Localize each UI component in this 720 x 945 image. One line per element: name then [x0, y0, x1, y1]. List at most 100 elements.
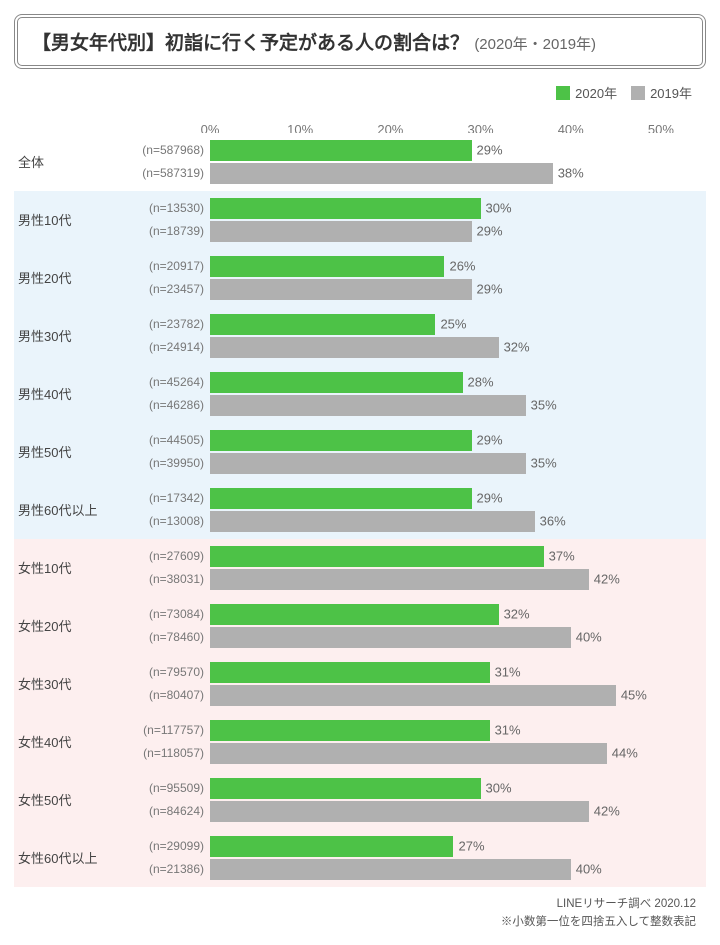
bar-row: (n=39950) 35%: [118, 453, 706, 474]
bar: [210, 569, 589, 590]
bar-value-label: 40%: [571, 630, 602, 645]
bar-row: (n=38031)42%: [118, 569, 706, 590]
bar: [210, 198, 481, 219]
bar-area: 30%: [210, 198, 706, 219]
sample-size: (n=73084): [118, 607, 210, 621]
bar-value-label: 36%: [535, 514, 566, 529]
bar-value-label: 25%: [435, 317, 466, 332]
category-row: 男性10代(n=13530)30%(n=18739)29%: [14, 191, 706, 249]
sample-size: (n=118057): [118, 746, 210, 760]
sample-size: (n=46286): [118, 398, 210, 412]
bar: [210, 372, 463, 393]
sample-size: (n=587319): [118, 166, 210, 180]
bar-value-label: 29%: [472, 224, 503, 239]
bar-area: 29%: [210, 279, 706, 300]
bar-row: (n=73084) 32%: [118, 604, 706, 625]
bar: [210, 511, 535, 532]
bar-area: 35%: [210, 395, 706, 416]
bar-row: (n=587319) 38%: [118, 163, 706, 184]
bar-row: (n=46286)35%: [118, 395, 706, 416]
bars-wrap: (n=45264) 28% (n=46286)35%: [118, 372, 706, 416]
bar-value-label: 42%: [589, 804, 620, 819]
bar-row: (n=95509) 30%: [118, 778, 706, 799]
bar-row: (n=117757)31%: [118, 720, 706, 741]
bar-value-label: 27%: [453, 839, 484, 854]
bar-row: (n=17342)29%: [118, 488, 706, 509]
sample-size: (n=39950): [118, 456, 210, 470]
sample-size: (n=95509): [118, 781, 210, 795]
bar-area: 44%: [210, 743, 706, 764]
category-row: 男性60代以上(n=17342)29%(n=13008)36%: [14, 481, 706, 539]
bar-area: 26%: [210, 256, 706, 277]
category-label: 女性30代: [14, 674, 118, 693]
bar-area: 40%: [210, 627, 706, 648]
legend-label: 2019年: [650, 83, 692, 102]
bar-value-label: 30%: [481, 781, 512, 796]
category-label: 男性60代以上: [14, 500, 118, 519]
bar-row: (n=78460) 40%: [118, 627, 706, 648]
bar-value-label: 35%: [526, 456, 557, 471]
category-label: 男性30代: [14, 326, 118, 345]
bars-wrap: (n=29099)27%(n=21386)40%: [118, 836, 706, 880]
bar-value-label: 29%: [472, 433, 503, 448]
category-label: 女性10代: [14, 558, 118, 577]
bar-value-label: 29%: [472, 491, 503, 506]
bar: [210, 604, 499, 625]
bar-area: 38%: [210, 163, 706, 184]
bar-value-label: 31%: [490, 723, 521, 738]
title-sub: (2020年・2019年): [474, 36, 596, 53]
sample-size: (n=80407): [118, 688, 210, 702]
bar-value-label: 32%: [499, 340, 530, 355]
bar: [210, 801, 589, 822]
bar-area: 42%: [210, 801, 706, 822]
chart-title-box: 【男女年代別】初詣に行く予定がある人の割合は？ (2020年・2019年): [14, 14, 706, 69]
bar-area: 37%: [210, 546, 706, 567]
sample-size: (n=23457): [118, 282, 210, 296]
bar-area: 29%: [210, 430, 706, 451]
category-row: 女性60代以上(n=29099)27%(n=21386)40%: [14, 829, 706, 887]
x-axis: 0%10%20%30%40%50%: [14, 111, 706, 133]
bar-row: (n=13530)30%: [118, 198, 706, 219]
bars-wrap: (n=27609)37%(n=38031)42%: [118, 546, 706, 590]
bar-value-label: 38%: [553, 166, 584, 181]
bar-row: (n=84624) 42%: [118, 801, 706, 822]
bar-value-label: 29%: [472, 143, 503, 158]
sample-size: (n=18739): [118, 224, 210, 238]
legend-item: 2019年: [631, 83, 692, 102]
legend: 2020年2019年: [14, 83, 706, 103]
bar-value-label: 45%: [616, 688, 647, 703]
category-row: 全体(n=587968)29%(n=587319)38%: [14, 133, 706, 191]
chart-footer: LINEリサーチ調べ 2020.12 ※小数第一位を四捨五入して整数表記: [14, 895, 706, 932]
sample-size: (n=13530): [118, 201, 210, 215]
sample-size: (n=84624): [118, 804, 210, 818]
bar: [210, 743, 607, 764]
bars-wrap: (n=95509) 30% (n=84624) 42%: [118, 778, 706, 822]
category-label: 男性50代: [14, 442, 118, 461]
sample-size: (n=78460): [118, 630, 210, 644]
bar-area: 30%: [210, 778, 706, 799]
bar: [210, 430, 472, 451]
sample-size: (n=27609): [118, 549, 210, 563]
bar-area: 45%: [210, 685, 706, 706]
bar: [210, 859, 571, 880]
bar-value-label: 32%: [499, 607, 530, 622]
chart-title: 【男女年代別】初詣に行く予定がある人の割合は？ (2020年・2019年): [32, 33, 596, 54]
category-row: 男性30代(n=23782)25%(n=24914)32%: [14, 307, 706, 365]
bar: [210, 453, 526, 474]
sample-size: (n=79570): [118, 665, 210, 679]
sample-size: (n=23782): [118, 317, 210, 331]
bar-value-label: 42%: [589, 572, 620, 587]
bar-row: (n=18739) 29%: [118, 221, 706, 242]
bar-value-label: 28%: [463, 375, 494, 390]
bar: [210, 395, 526, 416]
bar-area: 36%: [210, 511, 706, 532]
chart-body: 全体(n=587968)29%(n=587319)38%男性10代(n=1353…: [14, 133, 706, 887]
sample-size: (n=20917): [118, 259, 210, 273]
bar-area: 27%: [210, 836, 706, 857]
bar-area: 29%: [210, 221, 706, 242]
bars-wrap: (n=44505)29%(n=39950)35%: [118, 430, 706, 474]
category-row: 女性30代(n=79570)31%(n=80407)45%: [14, 655, 706, 713]
bar-area: 29%: [210, 140, 706, 161]
category-label: 女性20代: [14, 616, 118, 635]
sample-size: (n=45264): [118, 375, 210, 389]
